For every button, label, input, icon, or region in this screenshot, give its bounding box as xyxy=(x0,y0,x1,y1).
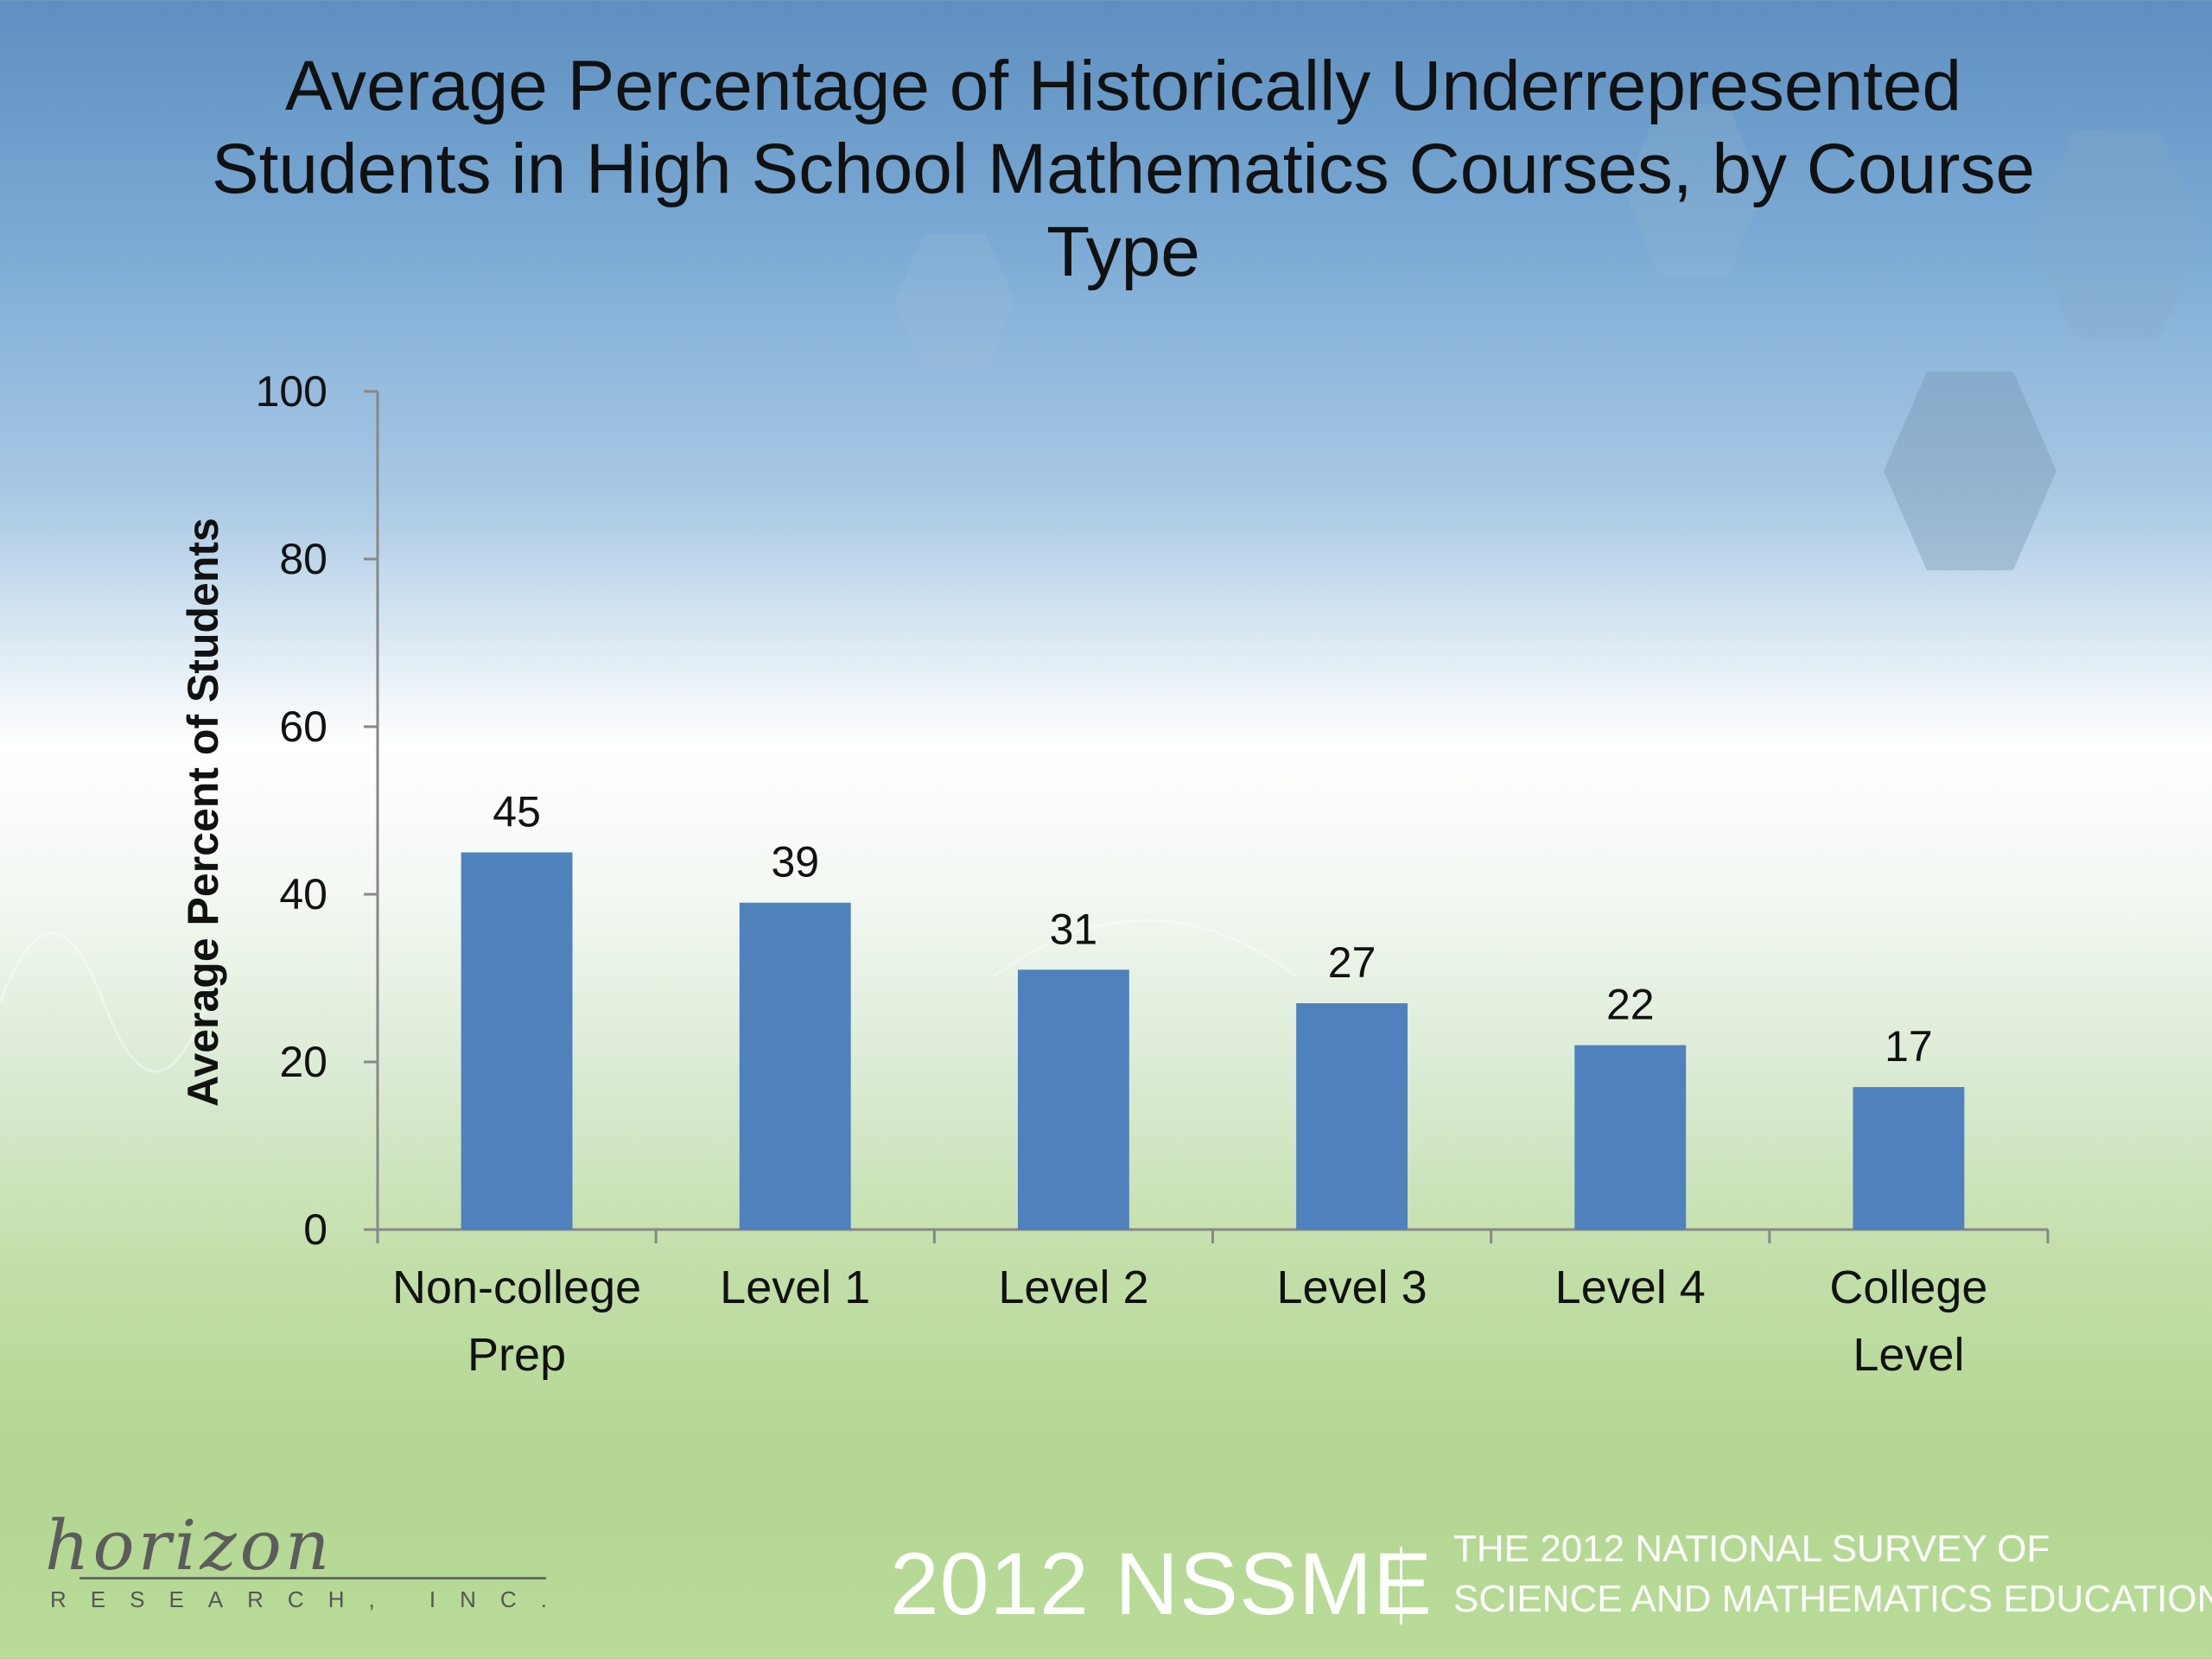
data-label: 22 xyxy=(1606,981,1655,1029)
y-tick-label: 100 xyxy=(256,367,327,416)
footer-subtitle-line1: THE 2012 NATIONAL SURVEY OF xyxy=(1453,1528,2050,1570)
x-tick-label: Level 1 xyxy=(720,1262,870,1313)
footer-subtitle-line2: SCIENCE AND MATHEMATICS EDUCATION xyxy=(1453,1578,2212,1620)
bar xyxy=(739,902,851,1230)
bar xyxy=(461,852,573,1230)
bar xyxy=(1017,969,1129,1230)
bar xyxy=(1853,1087,1965,1230)
logo-rule xyxy=(79,1577,546,1580)
bars: 45 39 31 27 22 17 xyxy=(461,788,1965,1230)
footer-title: 2012 NSSME xyxy=(890,1535,1433,1633)
x-axis: Non-college Prep Level 1 Level 2 Level 3 Leve… xyxy=(376,1228,2050,1381)
x-tick-label: Level 4 xyxy=(1555,1262,1706,1313)
x-tick-label: Level 3 xyxy=(1277,1262,1427,1313)
logo-subtext: RESEARCH, INC. xyxy=(50,1586,571,1612)
footer-divider xyxy=(1400,1547,1402,1624)
data-label: 39 xyxy=(771,838,819,887)
data-label: 17 xyxy=(1885,1022,1933,1071)
y-tick-label: 80 xyxy=(279,535,327,583)
horizon-research-logo: horizon RESEARCH, INC. xyxy=(45,1508,571,1613)
data-label: 45 xyxy=(493,788,541,836)
y-tick-label: 40 xyxy=(279,870,327,918)
logo-script-text: horizon xyxy=(45,1505,334,1586)
y-axis: 0 20 40 60 80 100 xyxy=(256,367,379,1254)
x-tick-label: Non-college Prep xyxy=(392,1262,641,1381)
data-label: 31 xyxy=(1050,905,1098,953)
footer-subtitle: THE 2012 NATIONAL SURVEY OF SCIENCE AND … xyxy=(1453,1524,2212,1624)
y-tick-label: 60 xyxy=(279,702,327,751)
y-tick-label: 20 xyxy=(279,1038,327,1086)
x-tick-label: Level 2 xyxy=(998,1262,1148,1313)
x-tick-label: College Level xyxy=(1829,1262,1987,1381)
data-label: 27 xyxy=(1328,938,1376,987)
bar xyxy=(1574,1045,1687,1230)
bar xyxy=(1296,1003,1408,1230)
y-axis-label: Average Percent of Students xyxy=(179,518,227,1107)
y-tick-label: 0 xyxy=(303,1205,327,1254)
chart-title: Average Percentage of Historically Under… xyxy=(211,47,2036,291)
